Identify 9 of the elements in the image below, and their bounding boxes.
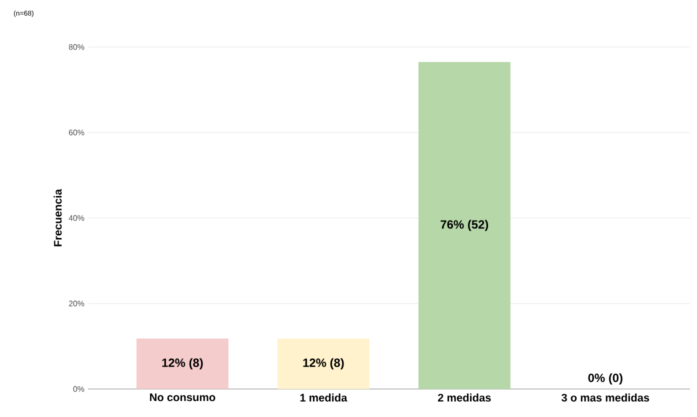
data-label: 12% (8) xyxy=(303,358,344,370)
data-label: 0% (0) xyxy=(588,373,622,384)
x-tick-label: No consumo xyxy=(150,394,216,402)
data-label: 76% (52) xyxy=(440,220,488,232)
data-label: 12% (8) xyxy=(162,358,203,370)
x-tick-label: 2 medidas xyxy=(438,394,491,402)
x-tick-label: 1 medida xyxy=(300,394,348,402)
y-axis-title: Frecuencia xyxy=(54,189,62,246)
x-tick-label: 3 o mas medidas xyxy=(562,394,650,402)
